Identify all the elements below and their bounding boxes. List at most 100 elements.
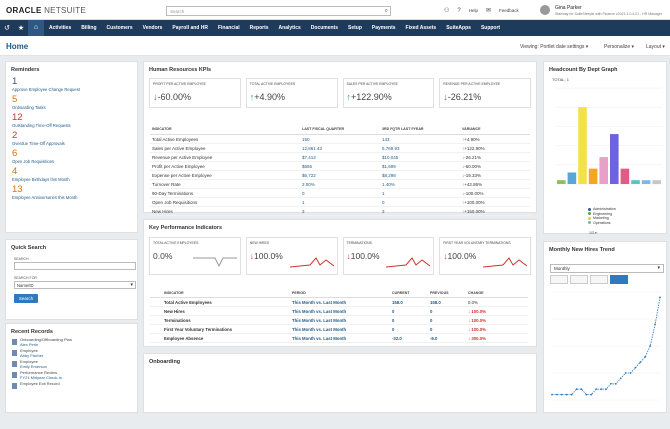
headcount-bar[interactable]: [567, 172, 577, 184]
current-cell[interactable]: $665: [300, 161, 380, 171]
reminder-item[interactable]: 1 Approve Employee Change Request: [12, 77, 137, 93]
kpi-tile[interactable]: TOTAL ACTIVE EMPLOYEES 0.0%: [149, 237, 241, 275]
trend-point[interactable]: [624, 372, 627, 374]
nav-item-payroll-and-hr[interactable]: Payroll and HR: [172, 25, 208, 31]
nav-item-activities[interactable]: Activities: [49, 25, 72, 31]
bar-chart-type-button[interactable]: [590, 275, 608, 284]
previous-cell[interactable]: $8,298: [380, 170, 460, 180]
reminder-label[interactable]: Outstanding Time-Off Requests: [12, 123, 71, 128]
record-name[interactable]: FY21 Midyear Check-In: [20, 374, 63, 380]
reminder-label[interactable]: Employee Anniversaries this Month: [12, 195, 78, 200]
reminder-count[interactable]: 13: [12, 184, 23, 195]
current-cell[interactable]: -32.0: [390, 333, 428, 343]
area-chart-type-button[interactable]: [550, 275, 568, 284]
headcount-bar[interactable]: [631, 180, 640, 184]
search-for-select[interactable]: Name/ID: [14, 281, 136, 289]
period-cell[interactable]: This Month vs. Last Month: [290, 324, 390, 334]
nav-item-documents[interactable]: Documents: [310, 25, 339, 31]
search-button[interactable]: Search: [14, 294, 38, 303]
previous-cell[interactable]: 5,769.93: [380, 143, 460, 153]
period-select[interactable]: Monthly: [550, 264, 664, 273]
nav-item-fixed-assets[interactable]: Fixed Assets: [405, 25, 437, 31]
nav-item-customers[interactable]: Customers: [106, 25, 133, 31]
current-cell[interactable]: 0: [300, 188, 380, 198]
nav-item-reports[interactable]: Reports: [249, 25, 269, 31]
reminder-item[interactable]: 13 Employee Anniversaries this Month: [12, 184, 137, 201]
global-search-input[interactable]: Search ⌕: [166, 6, 391, 16]
headcount-bar[interactable]: [620, 168, 630, 184]
recent-record[interactable]: Performance Review FY21 Midyear Check-In: [12, 370, 137, 380]
previous-cell[interactable]: -8.0: [428, 333, 466, 343]
column-chart-type-button[interactable]: [610, 275, 628, 284]
current-cell[interactable]: 0: [390, 306, 428, 316]
headcount-bar[interactable]: [641, 180, 651, 184]
reminder-count[interactable]: 2: [12, 130, 18, 141]
recent-record[interactable]: Employee Exit Record: [12, 381, 137, 389]
column-header[interactable]: CHANGE: [466, 289, 528, 298]
previous-cell[interactable]: 1: [380, 188, 460, 198]
portlet-date-settings[interactable]: Viewing: Portlet date settings ▾: [520, 44, 589, 50]
previous-cell[interactable]: 1.40%: [380, 179, 460, 189]
current-cell[interactable]: 158.0: [390, 297, 428, 307]
column-header[interactable]: INDICATOR: [150, 124, 300, 135]
period-cell[interactable]: This Month vs. Last Month: [290, 306, 390, 316]
column-header[interactable]: VARIANCE: [460, 124, 530, 135]
trend-point[interactable]: [605, 388, 607, 391]
nav-item-suiteapps[interactable]: SuiteApps: [446, 25, 471, 31]
kpi-tile[interactable]: FIRST YEAR VOLUNTARY TERMINATIONS ↓100.0%: [439, 237, 531, 275]
reminder-item[interactable]: 5 Onboarding Tasks: [12, 95, 137, 111]
reminder-count[interactable]: 4: [12, 166, 18, 177]
feedback-icon[interactable]: ✉: [486, 8, 492, 14]
legend-item[interactable]: Operations: [588, 221, 616, 225]
trend-point[interactable]: [610, 382, 612, 385]
reminder-label[interactable]: Onboarding Tasks: [12, 105, 46, 110]
column-header[interactable]: CURRENT: [390, 289, 428, 298]
search-icon[interactable]: ⌕: [384, 8, 388, 14]
personalize-menu[interactable]: Personalize ▾: [604, 44, 635, 50]
nav-item-vendors[interactable]: Vendors: [142, 25, 163, 31]
period-cell[interactable]: This Month vs. Last Month: [290, 315, 390, 325]
reminder-label[interactable]: Overdue Time-Off Approvals: [12, 141, 65, 146]
kpi-tile[interactable]: PROFIT PER ACTIVE EMPLOYEE ↓-60.00%: [149, 78, 241, 108]
legend-item[interactable]: Marketing: [588, 216, 616, 220]
column-header[interactable]: INDICATOR: [150, 289, 290, 298]
previous-cell[interactable]: 0: [380, 197, 460, 207]
nav-item-analytics[interactable]: Analytics: [278, 25, 301, 31]
reminder-item[interactable]: 6 Open Job Requisitions: [12, 149, 137, 165]
trend-point[interactable]: [556, 393, 558, 396]
trend-point[interactable]: [551, 393, 553, 396]
period-cell[interactable]: This Month vs. Last Month: [290, 333, 390, 343]
current-cell[interactable]: $7,412: [300, 152, 380, 162]
current-cell[interactable]: 0: [390, 315, 428, 325]
current-cell[interactable]: 0: [390, 324, 428, 334]
current-cell[interactable]: 12,861.43: [300, 143, 380, 153]
star-icon[interactable]: ★: [17, 25, 25, 32]
column-header[interactable]: LAST FISCAL QUARTER: [300, 124, 380, 135]
reminder-item[interactable]: 2 Overdue Time-Off Approvals: [12, 130, 137, 147]
feedback-link[interactable]: Feedback: [499, 8, 519, 13]
kpi-tile[interactable]: REVENUE PER ACTIVE EMPLOYEE ↓-26.21%: [439, 78, 531, 108]
nav-item-payments[interactable]: Payments: [371, 25, 396, 31]
headcount-bar[interactable]: [578, 107, 587, 184]
trend-point[interactable]: [585, 393, 588, 396]
trend-point[interactable]: [575, 388, 578, 391]
home-icon[interactable]: ⌂: [28, 20, 44, 36]
headcount-bar[interactable]: [557, 180, 566, 184]
recent-record[interactable]: Onboarding/Offboarding Plan Alex Perin: [12, 337, 137, 347]
previous-cell[interactable]: 0: [428, 324, 466, 334]
previous-cell[interactable]: 0: [428, 315, 466, 325]
quick-search-input[interactable]: [14, 262, 136, 270]
trend-point[interactable]: [590, 393, 593, 396]
record-name[interactable]: Abby Fischer: [20, 352, 44, 358]
reminder-item[interactable]: 12 Outstanding Time-Off Requests: [12, 113, 137, 129]
current-cell[interactable]: 1: [300, 197, 380, 207]
trend-point[interactable]: [614, 382, 617, 385]
nav-item-financial[interactable]: Financial: [217, 25, 240, 31]
column-header[interactable]: 3RD FQTR LAST FYEAR: [380, 124, 460, 135]
current-cell[interactable]: 150: [300, 134, 380, 144]
previous-cell[interactable]: 0: [428, 306, 466, 316]
current-cell[interactable]: 3: [300, 206, 380, 216]
trend-point[interactable]: [595, 388, 598, 391]
column-header[interactable]: PREVIOUS: [428, 289, 466, 298]
user-name[interactable]: Gina Parker: [555, 5, 582, 11]
